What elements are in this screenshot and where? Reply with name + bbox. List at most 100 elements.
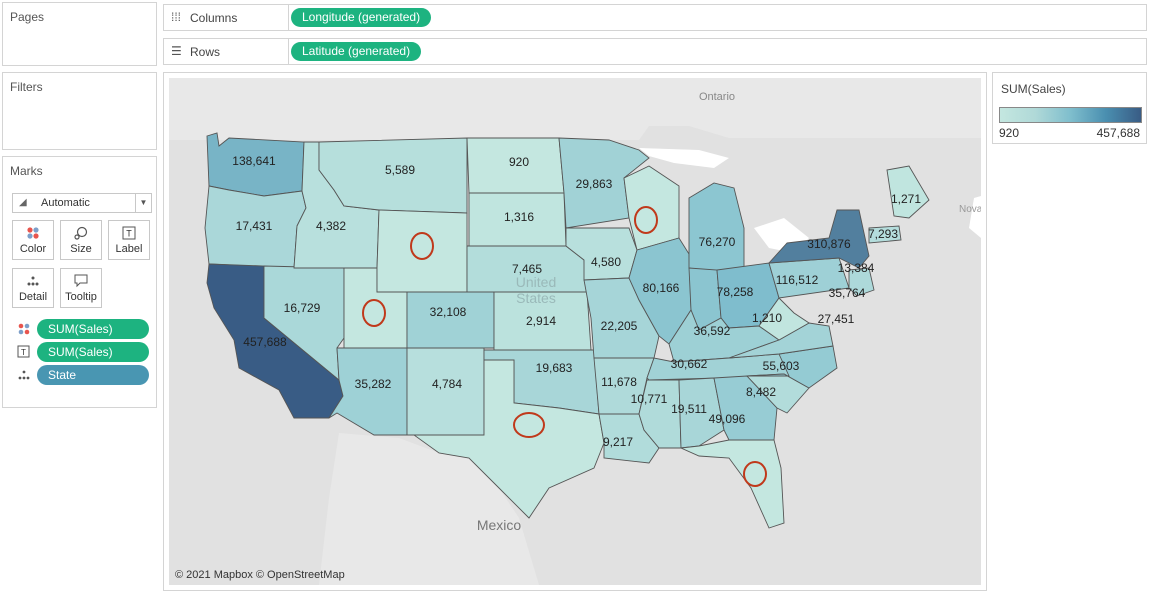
label-field-row[interactable]: T SUM(Sales)	[15, 342, 150, 362]
state-wyoming[interactable]	[376, 209, 468, 293]
state-label-south-dakota: 1,316	[504, 210, 534, 224]
state-label-arizona: 35,282	[355, 377, 392, 391]
tooltip-icon	[61, 269, 101, 291]
state-label-massachusetts: 7,293	[868, 227, 898, 241]
size-button[interactable]: Size	[60, 220, 102, 260]
states-layer	[204, 132, 930, 529]
state-label-idaho: 4,382	[316, 219, 346, 233]
marks-title: Marks	[10, 164, 43, 178]
state-label-oregon: 17,431	[236, 219, 273, 233]
state-label-iowa: 4,580	[591, 255, 621, 269]
color-legend[interactable]: SUM(Sales) 920 457,688	[992, 72, 1147, 144]
state-label-missouri: 22,205	[601, 319, 638, 333]
state-new-york[interactable]	[767, 209, 870, 269]
filters-title: Filters	[10, 80, 43, 94]
annotation-circle-texas	[513, 412, 545, 438]
state-label-new-jersey: 13,384	[838, 261, 875, 275]
state-label-indiana: 78,258	[717, 285, 754, 299]
state-new-mexico[interactable]	[406, 347, 485, 436]
state-massachusetts[interactable]	[868, 225, 902, 244]
state-west-virginia[interactable]	[758, 297, 810, 341]
rows-shelf[interactable]: ☰ Rows Latitude (generated)	[163, 38, 1147, 65]
state-label-louisiana: 9,217	[603, 435, 633, 449]
state-colorado[interactable]	[406, 291, 495, 349]
state-label-south-carolina: 8,482	[746, 385, 776, 399]
detail-button-label: Detail	[18, 291, 48, 303]
atlantic-edge	[969, 196, 981, 238]
columns-shelf-label: ⁞⁞⁞ Columns	[164, 5, 289, 30]
label-button-label: Label	[115, 243, 143, 255]
chevron-down-icon[interactable]: ▼	[135, 194, 151, 212]
state-maine[interactable]	[886, 165, 930, 219]
state-new-jersey[interactable]	[848, 267, 875, 297]
state-labels-layer: 138,641 17,431 457,688 16,729 4,382 5,589 35,2…	[232, 154, 921, 449]
map-view[interactable]: 138,641 17,431 457,688 16,729 4,382 5,589 35,2…	[163, 72, 987, 591]
state-label-oklahoma: 19,683	[536, 361, 573, 375]
detail-button[interactable]: Detail	[12, 268, 54, 308]
legend-min-value: 920	[999, 126, 1020, 140]
latitude-pill[interactable]: Latitude (generated)	[291, 42, 422, 61]
tooltip-button[interactable]: Tooltip	[60, 268, 102, 308]
marks-card: Marks ◢ Automatic ▼ Color Size T Label D…	[2, 156, 157, 408]
annotation-circle-wyoming	[410, 232, 434, 260]
state-label-mississippi: 10,771	[631, 392, 668, 406]
svg-text:T: T	[126, 229, 132, 239]
detail-dots-icon	[17, 368, 31, 382]
state-michigan[interactable]	[688, 182, 745, 274]
detail-field-row[interactable]: State	[15, 365, 150, 385]
legend-title: SUM(Sales)	[1001, 82, 1066, 96]
longitude-pill[interactable]: Longitude (generated)	[291, 8, 432, 27]
state-label-tennessee: 30,662	[671, 357, 708, 371]
state-label-colorado: 32,108	[430, 305, 467, 319]
filters-card[interactable]: Filters	[2, 72, 157, 150]
state-field-pill[interactable]: State	[37, 365, 149, 385]
size-icon	[61, 221, 101, 243]
nova-label: Nova	[959, 204, 981, 215]
color-button-label: Color	[19, 243, 47, 255]
state-label-virginia: 27,451	[818, 312, 855, 326]
mexico-land	[319, 433, 539, 585]
color-button[interactable]: Color	[12, 220, 54, 260]
state-label-california: 457,688	[243, 335, 287, 349]
state-label-ohio: 116,512	[776, 273, 819, 287]
columns-shelf[interactable]: ⁞⁞⁞ Columns Longitude (generated)	[163, 4, 1147, 31]
tooltip-button-label: Tooltip	[65, 291, 97, 303]
mexico-label: Mexico	[477, 517, 522, 533]
state-label-north-carolina: 55,603	[763, 359, 800, 373]
rows-label: Rows	[190, 45, 221, 59]
color-field-pill[interactable]: SUM(Sales)	[37, 319, 149, 339]
state-north-carolina[interactable]	[746, 345, 838, 389]
annotation-circle-wisconsin	[634, 206, 658, 234]
map-attribution[interactable]: © 2021 Mapbox © OpenStreetMap	[175, 569, 345, 581]
annotation-circles-layer	[362, 206, 767, 487]
state-label-montana: 5,589	[385, 163, 415, 177]
state-alabama[interactable]	[678, 377, 725, 449]
legend-gradient-bar	[999, 107, 1142, 123]
state-label-pennsylvania: 35,764	[829, 286, 866, 300]
canada-land	[169, 78, 981, 140]
state-label-new-mexico: 4,784	[432, 377, 462, 391]
us-map[interactable]: 138,641 17,431 457,688 16,729 4,382 5,589 35,2…	[169, 78, 981, 585]
state-label-arkansas: 11,678	[601, 375, 637, 389]
rows-icon: ☰	[171, 44, 182, 58]
color-dots-icon	[17, 322, 31, 336]
mark-type-dropdown[interactable]: ◢ Automatic ▼	[12, 193, 152, 213]
label-text-icon: T	[17, 345, 31, 359]
united-states-label: United States	[516, 274, 556, 306]
size-button-label: Size	[70, 243, 92, 255]
state-label-kansas: 2,914	[526, 314, 556, 328]
state-label-new-york: 310,876	[807, 237, 851, 251]
state-label-illinois: 80,166	[643, 281, 680, 295]
state-montana[interactable]	[318, 137, 468, 214]
color-icon	[13, 221, 53, 243]
columns-icon: ⁞⁞⁞	[171, 10, 182, 24]
lake-superior	[639, 148, 729, 168]
detail-icon	[13, 269, 53, 291]
label-field-pill[interactable]: SUM(Sales)	[37, 342, 149, 362]
color-field-row[interactable]: SUM(Sales)	[15, 319, 150, 339]
label-button[interactable]: T Label	[108, 220, 150, 260]
annotation-circle-utah	[362, 299, 386, 327]
pages-card[interactable]: Pages	[2, 2, 157, 66]
pages-title: Pages	[10, 10, 45, 24]
mark-type-value: Automatic	[41, 197, 90, 209]
